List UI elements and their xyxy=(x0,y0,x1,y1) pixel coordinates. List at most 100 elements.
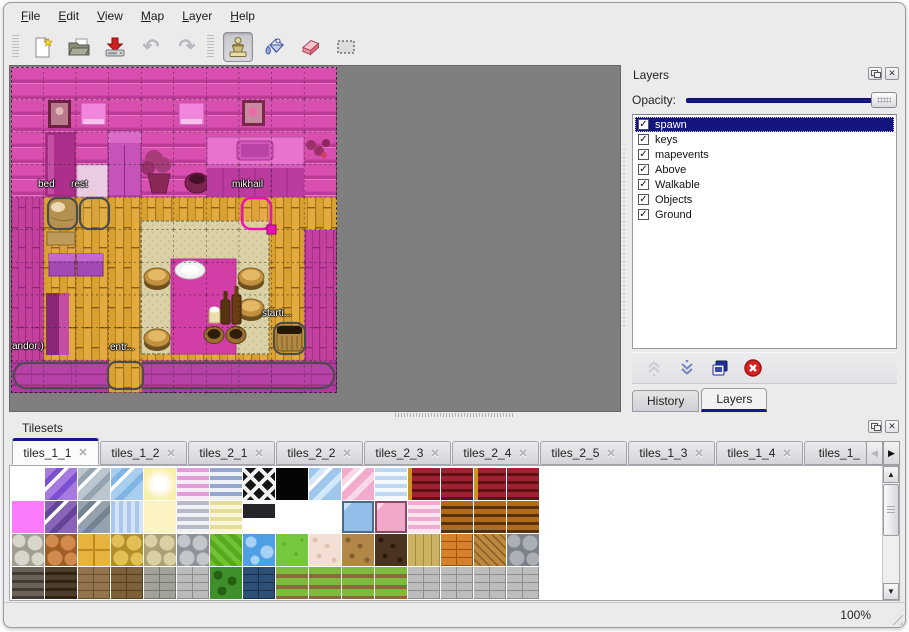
tileset-tab-tiles_2_4[interactable]: tiles_2_4 ✕ xyxy=(452,441,539,465)
menu-layer[interactable]: Layer xyxy=(182,9,213,23)
tileset-tile[interactable] xyxy=(45,468,77,500)
close-tab-icon[interactable]: ✕ xyxy=(518,447,528,460)
tileset-tile[interactable] xyxy=(276,501,308,533)
tileset-tile[interactable] xyxy=(441,534,473,566)
tileset-tab-tiles_1_2[interactable]: tiles_1_2 ✕ xyxy=(100,441,187,465)
close-tab-icon[interactable]: ✕ xyxy=(430,447,440,460)
tileset-tile[interactable] xyxy=(309,567,341,599)
tileset-tile[interactable] xyxy=(78,534,110,566)
tileset-tile[interactable] xyxy=(342,567,374,599)
tileset-tab-tiles_1_1[interactable]: tiles_1_1 ✕ xyxy=(12,438,99,465)
layer-visibility-checkbox[interactable]: ✓ xyxy=(638,209,649,220)
tileset-tile[interactable] xyxy=(144,501,176,533)
opacity-slider[interactable] xyxy=(686,91,897,109)
tileset-tile[interactable] xyxy=(177,468,209,500)
tileset-tile[interactable] xyxy=(210,567,242,599)
tileset-tile[interactable] xyxy=(111,534,143,566)
close-tilesets-icon[interactable]: ✕ xyxy=(885,420,899,433)
raise-layer-button[interactable] xyxy=(642,356,666,380)
tileset-tile[interactable] xyxy=(276,534,308,566)
tileset-tab-tiles_2_3[interactable]: tiles_2_3 ✕ xyxy=(364,441,451,465)
tileset-tile[interactable] xyxy=(243,567,275,599)
save-map-button[interactable] xyxy=(100,32,130,62)
resize-grip[interactable] xyxy=(887,609,903,625)
open-map-button[interactable] xyxy=(64,32,94,62)
tileset-tile[interactable] xyxy=(12,534,44,566)
layer-row-Walkable[interactable]: ✓ Walkable xyxy=(635,177,894,192)
tileset-tile[interactable] xyxy=(507,534,539,566)
tileset-tile[interactable] xyxy=(210,468,242,500)
layer-row-spawn[interactable]: ✓ spawn xyxy=(635,117,894,132)
tileset-tile[interactable] xyxy=(375,501,407,533)
layer-visibility-checkbox[interactable]: ✓ xyxy=(638,179,649,190)
tileset-view[interactable]: ▲ ▼ xyxy=(9,465,900,601)
tileset-tile[interactable] xyxy=(177,567,209,599)
map-view[interactable]: bed rest mikhail starti... andor:) entr... xyxy=(9,65,621,412)
float-panel-icon[interactable] xyxy=(868,67,882,80)
close-tab-icon[interactable]: ✕ xyxy=(78,447,88,459)
tileset-tile[interactable] xyxy=(177,501,209,533)
tileset-tile[interactable] xyxy=(111,567,143,599)
tileset-tile[interactable] xyxy=(276,567,308,599)
tileset-tile[interactable] xyxy=(78,501,110,533)
tileset-tile[interactable] xyxy=(243,468,275,500)
tileset-tile[interactable] xyxy=(12,501,44,533)
tileset-tile[interactable] xyxy=(144,468,176,500)
layer-visibility-checkbox[interactable]: ✓ xyxy=(638,164,649,175)
opacity-slider-handle[interactable] xyxy=(871,92,897,108)
layer-visibility-checkbox[interactable]: ✓ xyxy=(638,194,649,205)
tileset-tile[interactable] xyxy=(45,534,77,566)
float-tilesets-icon[interactable] xyxy=(868,420,882,433)
tileset-tab-tiles_2_2[interactable]: tiles_2_2 ✕ xyxy=(276,441,363,465)
tileset-tile[interactable] xyxy=(507,567,539,599)
close-panel-icon[interactable]: ✕ xyxy=(885,67,899,80)
undo-button[interactable]: ↶ xyxy=(136,32,166,62)
stamp-brush-button[interactable] xyxy=(223,32,253,62)
scroll-down-button[interactable]: ▼ xyxy=(883,583,899,600)
tileset-scrollbar[interactable]: ▲ ▼ xyxy=(882,466,899,600)
tileset-tile[interactable] xyxy=(507,501,539,533)
close-tab-icon[interactable]: ✕ xyxy=(342,447,352,460)
tileset-tile[interactable] xyxy=(210,501,242,533)
vertical-splitter[interactable] xyxy=(621,65,627,412)
dock-tab-history[interactable]: History xyxy=(632,390,700,412)
tileset-tile[interactable] xyxy=(309,468,341,500)
tileset-tab-tiles_2_1[interactable]: tiles_2_1 ✕ xyxy=(188,441,275,465)
layer-row-keys[interactable]: ✓ keys xyxy=(635,132,894,147)
toolbar-drag-handle-2[interactable] xyxy=(207,35,214,59)
tileset-tile[interactable] xyxy=(78,567,110,599)
tileset-tile[interactable] xyxy=(441,468,473,500)
layer-row-mapevents[interactable]: ✓ mapevents xyxy=(635,147,894,162)
menu-edit[interactable]: Edit xyxy=(58,9,80,23)
tileset-tile[interactable] xyxy=(177,534,209,566)
close-tab-icon[interactable]: ✕ xyxy=(166,447,176,460)
tileset-tab-tiles_1_4[interactable]: tiles_1_4 ✕ xyxy=(716,441,803,465)
lower-layer-button[interactable] xyxy=(675,356,699,380)
tileset-tile[interactable] xyxy=(474,567,506,599)
close-tab-icon[interactable]: ✕ xyxy=(254,447,264,460)
close-tab-icon[interactable]: ✕ xyxy=(606,447,616,460)
tileset-tile[interactable] xyxy=(78,468,110,500)
tileset-tile[interactable] xyxy=(144,567,176,599)
tileset-tile[interactable] xyxy=(375,534,407,566)
menu-help[interactable]: Help xyxy=(230,9,255,23)
tileset-tile[interactable] xyxy=(342,468,374,500)
tileset-tile[interactable] xyxy=(441,567,473,599)
tileset-tile[interactable] xyxy=(408,567,440,599)
close-tab-icon[interactable]: ✕ xyxy=(694,447,704,460)
tileset-tile[interactable] xyxy=(210,534,242,566)
splitter-handle[interactable] xyxy=(394,413,515,417)
tileset-tile[interactable] xyxy=(474,501,506,533)
scroll-up-button[interactable]: ▲ xyxy=(883,466,899,483)
tileset-tile[interactable] xyxy=(408,534,440,566)
tileset-tile[interactable] xyxy=(276,468,308,500)
tileset-tile[interactable] xyxy=(441,501,473,533)
layer-visibility-checkbox[interactable]: ✓ xyxy=(638,149,649,160)
tileset-tile[interactable] xyxy=(342,534,374,566)
tileset-tile[interactable] xyxy=(243,534,275,566)
tileset-tile[interactable] xyxy=(507,468,539,500)
map-canvas[interactable]: bed rest mikhail starti... andor:) entr... xyxy=(11,67,337,393)
tileset-tab-tiles_1_3[interactable]: tiles_1_3 ✕ xyxy=(628,441,715,465)
layer-visibility-checkbox[interactable]: ✓ xyxy=(638,134,649,145)
tileset-tab-tiles_2_5[interactable]: tiles_2_5 ✕ xyxy=(540,441,627,465)
